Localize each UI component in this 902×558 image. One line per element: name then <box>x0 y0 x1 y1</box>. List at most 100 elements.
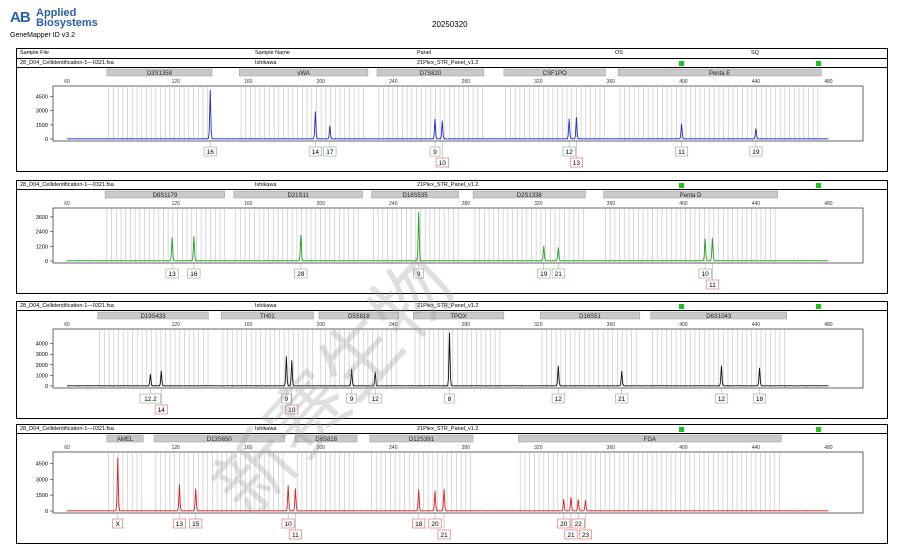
allele-call-box[interactable] <box>308 146 322 157</box>
allele-call-box[interactable] <box>698 268 712 279</box>
allele-call-box[interactable] <box>154 404 168 415</box>
locus-box[interactable] <box>503 68 606 77</box>
allele-call-box[interactable] <box>187 268 201 279</box>
locus-box[interactable] <box>369 434 474 443</box>
locus-box[interactable] <box>97 311 209 320</box>
allele-call-box[interactable] <box>749 146 763 157</box>
locus-box[interactable] <box>153 434 285 443</box>
allele-call-label: 9 <box>285 396 289 403</box>
allele-call-box[interactable] <box>428 518 442 529</box>
allele-call-box[interactable] <box>551 393 565 404</box>
allele-call-label: 12 <box>372 396 380 403</box>
locus-box[interactable] <box>318 311 399 320</box>
allele-call-box[interactable] <box>294 268 308 279</box>
sample-file-name: 28_D04_Cellidentification-1—0321.fsa <box>20 181 114 188</box>
allele-call-box[interactable] <box>578 529 592 540</box>
allele-call-label: 9 <box>417 271 421 278</box>
allele-call-box[interactable] <box>753 393 767 404</box>
allele-call-box[interactable] <box>281 518 295 529</box>
allele-call-box[interactable] <box>562 146 576 157</box>
x-tick-label: 120 <box>172 445 181 451</box>
logo-brand: Applied Biosystems <box>36 8 98 29</box>
allele-call-box[interactable] <box>429 146 441 157</box>
locus-box[interactable] <box>539 311 641 320</box>
locus-box[interactable] <box>650 311 787 320</box>
allele-call-box[interactable] <box>139 393 162 404</box>
allele-call-box[interactable] <box>705 279 719 290</box>
os-quality-flag <box>679 303 684 309</box>
allele-call-box[interactable] <box>569 157 583 168</box>
electropherogram-panel-black: 28_D04_Cellidentification-1—0321.fsa Ishi… <box>16 301 888 419</box>
allele-call-label: 12 <box>555 396 563 403</box>
allele-call-label: 17 <box>326 149 334 156</box>
locus-box[interactable] <box>472 190 586 199</box>
allele-call-box[interactable] <box>368 393 382 404</box>
allele-call-label: 11 <box>292 532 299 539</box>
locus-box[interactable] <box>603 190 778 199</box>
allele-call-box[interactable] <box>437 529 451 540</box>
locus-box[interactable] <box>239 68 369 77</box>
allele-call-box[interactable] <box>165 268 179 279</box>
locus-label: D13S650 <box>207 437 233 443</box>
allele-call-box[interactable] <box>571 518 585 529</box>
allele-call-box[interactable] <box>435 157 449 168</box>
allele-call-box[interactable] <box>557 518 571 529</box>
allele-call-label: 15 <box>192 521 200 528</box>
locus-label: CSF1PO <box>543 71 567 77</box>
allele-call-box[interactable] <box>413 268 424 279</box>
y-tick-label: 0 <box>45 259 48 265</box>
locus-box[interactable] <box>376 68 485 77</box>
allele-call-label: 21 <box>567 532 575 539</box>
allele-call-box[interactable] <box>285 404 299 415</box>
electropherogram-chart: D3S1358 vWA D7S820 CSF1PO Penta E60 120 160 200… <box>36 68 864 168</box>
allele-call-box[interactable] <box>288 529 302 540</box>
x-tick-label: 400 <box>679 445 688 451</box>
allele-call-label: 16 <box>207 149 215 156</box>
allele-call-label: 13 <box>176 521 184 528</box>
allele-call-box[interactable] <box>281 393 292 404</box>
allele-call-box[interactable] <box>346 393 357 404</box>
allele-call-label: 13 <box>573 160 581 167</box>
x-tick-label: 440 <box>752 322 761 328</box>
panel-name: 21Plex_STR_Panel_v1.2 <box>417 59 479 66</box>
allele-call-box[interactable] <box>714 393 728 404</box>
x-tick-label: 360 <box>607 322 616 328</box>
allele-call-label: 20 <box>560 521 568 528</box>
allele-call-box[interactable] <box>203 146 217 157</box>
allele-call-box[interactable] <box>323 146 337 157</box>
allele-call-label: 12 <box>566 149 574 156</box>
x-tick-label: 400 <box>679 201 688 207</box>
allele-call-box[interactable] <box>189 518 203 529</box>
locus-label: TH01 <box>260 314 275 320</box>
locus-box[interactable] <box>104 190 225 199</box>
locus-box[interactable] <box>413 311 505 320</box>
locus-box[interactable] <box>106 68 213 77</box>
allele-call-box[interactable] <box>444 393 455 404</box>
locus-box[interactable] <box>617 68 822 77</box>
signal-trace <box>66 332 829 387</box>
locus-label: FGA <box>644 437 656 443</box>
locus-box[interactable] <box>220 311 314 320</box>
locus-box[interactable] <box>295 434 358 443</box>
allele-call-box[interactable] <box>172 518 186 529</box>
x-tick-label: 240 <box>389 322 398 328</box>
x-tick-label: 440 <box>752 79 761 85</box>
x-tick-label: 440 <box>752 201 761 207</box>
locus-box[interactable] <box>371 190 459 199</box>
locus-label: D8S1179 <box>153 193 178 199</box>
locus-label: D6S1043 <box>706 314 732 320</box>
allele-call-box[interactable] <box>112 518 124 529</box>
locus-box[interactable] <box>106 434 144 443</box>
applied-biosystems-logo: AB Applied Biosystems GeneMapper ID v3.2 <box>10 7 100 40</box>
allele-call-box[interactable] <box>564 529 578 540</box>
allele-call-box[interactable] <box>615 393 629 404</box>
allele-call-box[interactable] <box>675 146 689 157</box>
sample-file-name: 28_D04_Cellidentification-1—0321.fsa <box>20 302 114 309</box>
locus-box[interactable] <box>518 434 782 443</box>
locus-box[interactable] <box>233 190 363 199</box>
x-tick-label: 60 <box>64 445 70 451</box>
allele-call-box[interactable] <box>551 268 565 279</box>
allele-call-box[interactable] <box>537 268 551 279</box>
y-tick-label: 4000 <box>36 342 48 348</box>
allele-call-box[interactable] <box>412 518 426 529</box>
